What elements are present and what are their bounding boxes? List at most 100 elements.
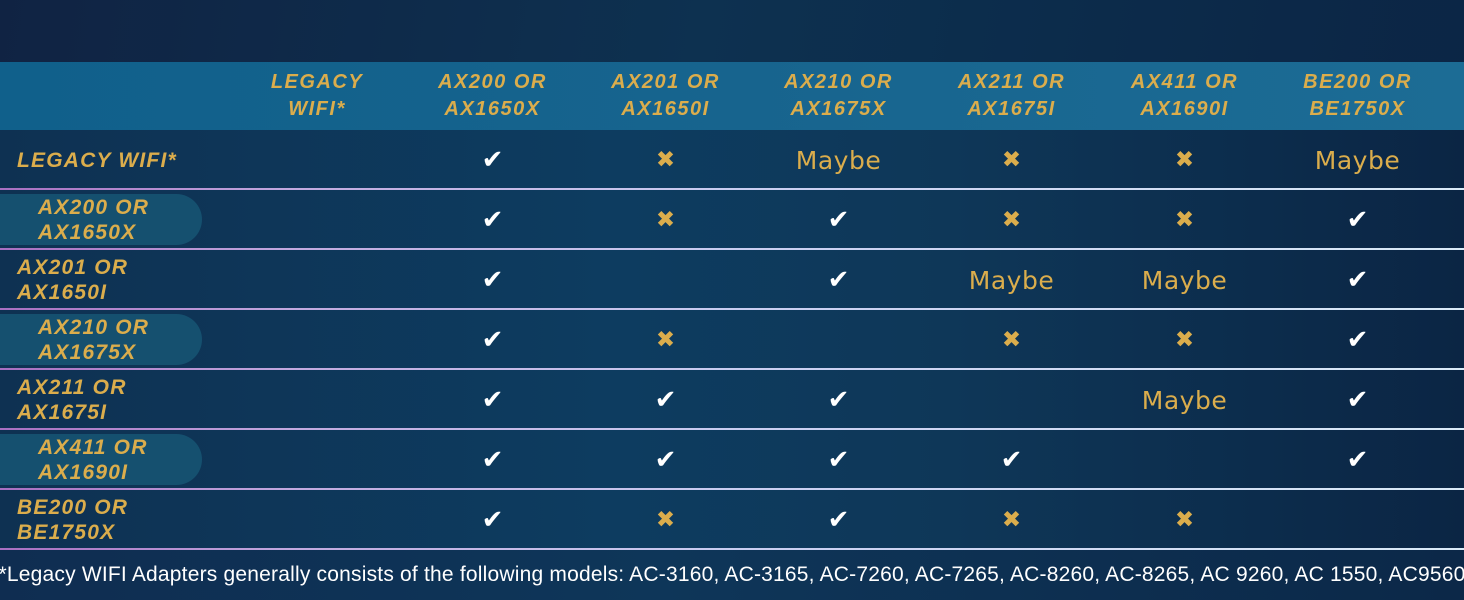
cell-ax200-ax211: ✖ [925, 207, 1098, 233]
column-header-line2: AX1675I [967, 98, 1056, 120]
cell-legacy-ax210: Maybe [752, 146, 925, 175]
row-header-line2: AX1675I [17, 401, 108, 424]
column-header-ax411: AX411 OR AX1690I [1098, 69, 1271, 123]
column-header-be200: BE200 OR BE1750X [1271, 69, 1444, 123]
table-row-ax411: AX411 OR AX1690I ✔ ✔ ✔ ✔ ✔ [0, 430, 1464, 490]
row-header-line1: AX210 OR [38, 316, 150, 339]
table-header-row: LEGACY WIFI* AX200 OR AX1650X AX201 OR AX1650… [0, 62, 1464, 130]
cell-ax211-ax210: ✔ [752, 385, 925, 415]
check-icon: ✔ [827, 445, 850, 475]
compatibility-matrix: LEGACY WIFI* ✔ ✖ Maybe ✖ ✖ Maybe AX200 OR AX1650… [0, 130, 1464, 550]
cell-ax210-ax211: ✖ [925, 327, 1098, 353]
x-icon: ✖ [1174, 507, 1195, 533]
check-icon: ✔ [654, 385, 677, 415]
row-header-line1: BE200 OR [17, 496, 129, 519]
cell-ax411-ax201: ✔ [579, 445, 752, 475]
x-icon: ✖ [655, 327, 676, 353]
table-row-ax210: AX210 OR AX1675X ✔ ✖ ✖ ✖ ✔ [0, 310, 1464, 370]
row-header-line2: AX1690I [38, 461, 129, 484]
x-icon: ✖ [1001, 147, 1022, 173]
check-icon: ✔ [827, 265, 850, 295]
check-icon: ✔ [481, 325, 504, 355]
maybe-label: Maybe [795, 145, 882, 175]
cell-ax201-ax411: Maybe [1098, 266, 1271, 295]
cell-ax211-ax201: ✔ [579, 385, 752, 415]
cell-ax211-ax411: Maybe [1098, 386, 1271, 415]
column-header-line2: AX1650X [444, 98, 541, 120]
table-row-be200: BE200 OR BE1750X ✔ ✖ ✔ ✖ ✖ [0, 490, 1464, 550]
cell-ax210-ax201: ✖ [579, 327, 752, 353]
row-header-line2: AX1675X [38, 341, 137, 364]
column-header-ax201: AX201 OR AX1650I [579, 69, 752, 123]
cell-ax411-ax211: ✔ [925, 445, 1098, 475]
column-header-line1: AX211 OR [957, 71, 1066, 93]
column-header-line2: AX1675X [790, 98, 887, 120]
table-row-legacy: LEGACY WIFI* ✔ ✖ Maybe ✖ ✖ Maybe [0, 130, 1464, 190]
cell-be200-ax211: ✖ [925, 507, 1098, 533]
cell-ax201-ax211: Maybe [925, 266, 1098, 295]
maybe-label: Maybe [1141, 265, 1228, 295]
x-icon: ✖ [1001, 327, 1022, 353]
cell-legacy-ax211: ✖ [925, 147, 1098, 173]
row-header-line2: AX1650I [17, 281, 108, 304]
row-header-line2: BE1750X [17, 521, 116, 544]
cell-be200-ax201: ✖ [579, 507, 752, 533]
column-header-line1: BE200 OR [1303, 71, 1412, 93]
maybe-label: Maybe [968, 265, 1055, 295]
cell-be200-ax411: ✖ [1098, 507, 1271, 533]
footnote-bar: *Legacy WIFI Adapters generally consists… [0, 550, 1464, 600]
check-icon: ✔ [481, 265, 504, 295]
check-icon: ✔ [827, 385, 850, 415]
check-icon: ✔ [1346, 385, 1369, 415]
check-icon: ✔ [1346, 445, 1369, 475]
cell-ax411-be200: ✔ [1271, 445, 1444, 475]
row-header-pill [0, 314, 202, 365]
row-header-line1: AX211 OR [17, 376, 127, 399]
x-icon: ✖ [1001, 207, 1022, 233]
row-header-ax200: AX200 OR AX1650X [0, 195, 406, 245]
column-header-ax200: AX200 OR AX1650X [406, 69, 579, 123]
check-icon: ✔ [1000, 445, 1023, 475]
cell-ax210-ax411: ✖ [1098, 327, 1271, 353]
top-banner [0, 0, 1464, 62]
x-icon: ✖ [1001, 507, 1022, 533]
row-header-pill [0, 434, 202, 485]
column-header-line1: AX210 OR [784, 71, 893, 93]
check-icon: ✔ [654, 445, 677, 475]
row-header-be200: BE200 OR BE1750X [0, 495, 406, 545]
column-header-line2: AX1650I [621, 98, 710, 120]
cell-ax211-be200: ✔ [1271, 385, 1444, 415]
row-header-line1: LEGACY WIFI* [17, 148, 177, 172]
column-header-line1: AX411 OR [1130, 71, 1239, 93]
legacy-wifi-footnote: *Legacy WIFI Adapters generally consists… [0, 563, 1464, 586]
table-row-ax211: AX211 OR AX1675I ✔ ✔ ✔ Maybe ✔ [0, 370, 1464, 430]
row-header-line1: AX411 OR [38, 436, 148, 459]
cell-ax210-be200: ✔ [1271, 325, 1444, 355]
row-header-line2: AX1650X [38, 221, 137, 244]
check-icon: ✔ [481, 385, 504, 415]
cell-ax201-ax210: ✔ [752, 265, 925, 295]
cell-ax211-ax200: ✔ [406, 385, 579, 415]
x-icon: ✖ [655, 207, 676, 233]
check-icon: ✔ [1346, 325, 1369, 355]
cell-ax200-ax411: ✖ [1098, 207, 1271, 233]
check-icon: ✔ [1346, 205, 1369, 235]
cell-ax411-ax210: ✔ [752, 445, 925, 475]
row-header-legacy: LEGACY WIFI* [0, 148, 406, 173]
x-icon: ✖ [1174, 327, 1195, 353]
row-header-pill [0, 194, 202, 245]
row-header-ax211: AX211 OR AX1675I [0, 375, 406, 425]
cell-be200-ax200: ✔ [406, 505, 579, 535]
check-icon: ✔ [827, 205, 850, 235]
column-header-line2: BE1750X [1309, 98, 1406, 120]
x-icon: ✖ [1174, 207, 1195, 233]
column-header-line1: AX201 OR [611, 71, 720, 93]
cell-ax201-ax200: ✔ [406, 265, 579, 295]
row-header-ax411: AX411 OR AX1690I [0, 435, 406, 485]
check-icon: ✔ [481, 445, 504, 475]
column-header-legacy: LEGACY WIFI* [0, 69, 406, 123]
cell-ax200-ax200: ✔ [406, 205, 579, 235]
check-icon: ✔ [827, 505, 850, 535]
column-header-line2: AX1690I [1140, 98, 1229, 120]
x-icon: ✖ [655, 507, 676, 533]
